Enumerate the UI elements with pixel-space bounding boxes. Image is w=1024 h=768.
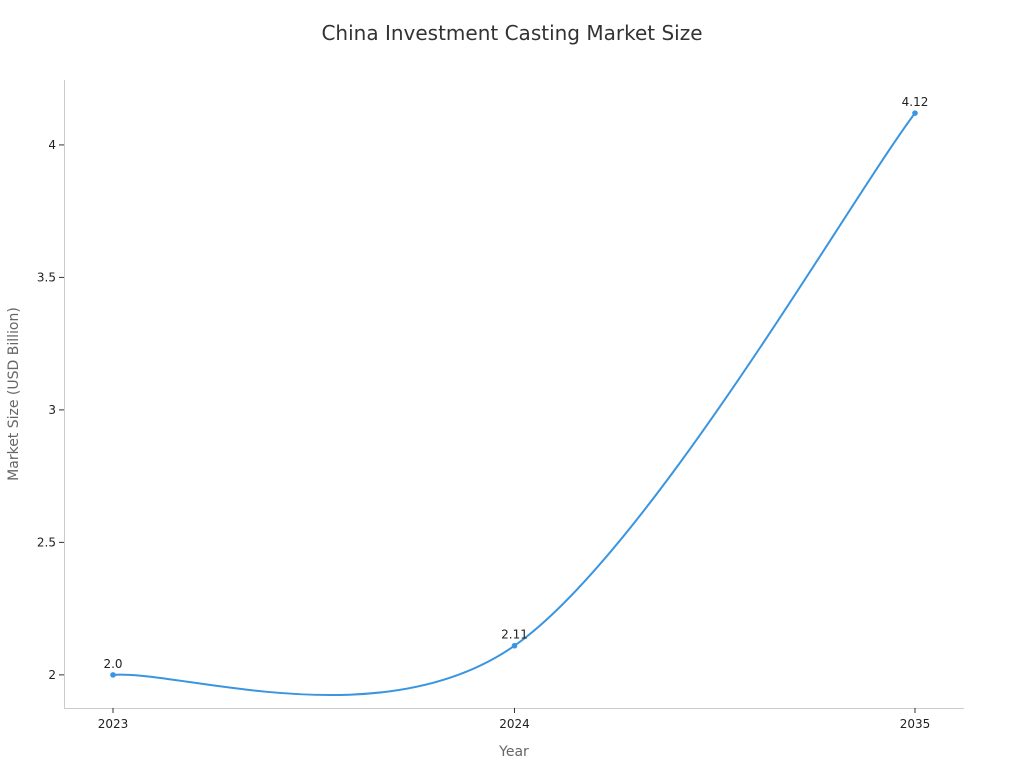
plot-area: 2 2.5 3 3.5 4 2023 2024 2035 2.0 2.11 4.12 [37, 80, 964, 731]
y-tick-label: 4 [48, 138, 56, 152]
y-tick-label: 2.5 [37, 535, 56, 549]
x-axis-ticks: 2023 2024 2035 [98, 708, 931, 731]
x-tick-label: 2023 [98, 717, 129, 731]
series-line [112, 112, 916, 697]
data-label: 2.11 [501, 628, 528, 642]
chart-title: China Investment Casting Market Size [321, 21, 702, 45]
y-tick-label: 3 [48, 403, 56, 417]
x-tick-label: 2035 [900, 717, 931, 731]
x-tick-label: 2024 [499, 717, 530, 731]
y-tick-label: 3.5 [37, 270, 56, 284]
x-axis-title: Year [498, 744, 529, 760]
data-label: 4.12 [902, 95, 929, 109]
y-axis-ticks: 2 2.5 3 3.5 4 [37, 138, 64, 682]
series-layer: 2.0 2.11 4.12 [103, 95, 929, 697]
data-point[interactable] [110, 672, 116, 678]
data-label: 2.0 [103, 657, 122, 671]
y-axis-title: Market Size (USD Billion) [6, 307, 22, 481]
data-point[interactable] [912, 110, 918, 116]
data-point[interactable] [511, 642, 518, 649]
y-tick-label: 2 [48, 668, 56, 682]
